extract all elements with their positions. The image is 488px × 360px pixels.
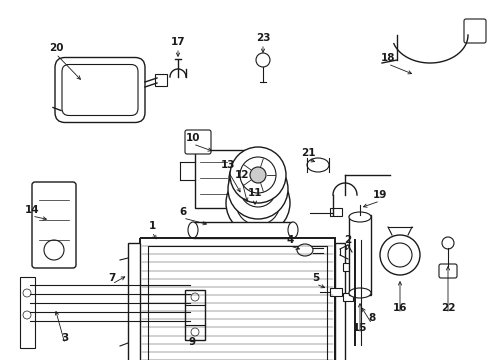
Circle shape: [228, 157, 272, 201]
Circle shape: [23, 289, 31, 297]
Circle shape: [229, 147, 285, 203]
Text: 11: 11: [247, 188, 262, 198]
Ellipse shape: [296, 244, 312, 256]
Bar: [342, 293, 352, 301]
FancyBboxPatch shape: [184, 130, 210, 154]
Bar: [193, 222, 292, 238]
Bar: [342, 263, 352, 271]
Bar: [334, 243, 345, 360]
Text: 2: 2: [344, 235, 351, 245]
Text: 15: 15: [352, 323, 366, 333]
Text: 18: 18: [380, 53, 394, 63]
Circle shape: [240, 157, 275, 193]
Text: 16: 16: [392, 303, 407, 313]
Bar: [195, 150, 266, 208]
Circle shape: [236, 181, 280, 225]
Text: 12: 12: [234, 170, 249, 180]
Circle shape: [244, 173, 257, 185]
Text: 5: 5: [312, 273, 319, 283]
Text: 6: 6: [179, 207, 186, 217]
Bar: [128, 243, 140, 360]
Text: 21: 21: [300, 148, 315, 158]
Ellipse shape: [306, 158, 328, 172]
Circle shape: [237, 165, 264, 193]
Circle shape: [44, 240, 64, 260]
Text: 23: 23: [255, 33, 270, 43]
Text: 3: 3: [61, 333, 68, 343]
Ellipse shape: [187, 222, 198, 238]
Ellipse shape: [287, 222, 297, 238]
Bar: [140, 238, 334, 360]
Circle shape: [441, 237, 453, 249]
Bar: [148, 246, 326, 360]
Text: 8: 8: [367, 313, 375, 323]
Circle shape: [387, 243, 411, 267]
FancyBboxPatch shape: [32, 182, 76, 268]
Bar: [184, 290, 204, 340]
Text: 14: 14: [24, 205, 39, 215]
Text: 13: 13: [220, 160, 235, 170]
FancyBboxPatch shape: [438, 264, 456, 278]
Text: 9: 9: [188, 337, 195, 347]
Text: 22: 22: [440, 303, 454, 313]
FancyBboxPatch shape: [463, 19, 485, 43]
Ellipse shape: [348, 288, 370, 298]
Circle shape: [227, 159, 287, 219]
Circle shape: [23, 311, 31, 319]
Text: 1: 1: [148, 221, 155, 231]
Circle shape: [191, 328, 199, 336]
Ellipse shape: [348, 212, 370, 222]
Circle shape: [249, 167, 265, 183]
Circle shape: [379, 235, 419, 275]
Text: 4: 4: [286, 235, 293, 245]
Text: 7: 7: [108, 273, 116, 283]
Bar: [155, 74, 167, 86]
Bar: [329, 288, 341, 296]
Text: 10: 10: [185, 133, 200, 143]
Circle shape: [240, 171, 275, 207]
Text: 17: 17: [170, 37, 185, 47]
Bar: [20, 277, 35, 348]
Text: 20: 20: [49, 43, 63, 53]
Circle shape: [256, 53, 269, 67]
Circle shape: [191, 293, 199, 301]
Text: 19: 19: [372, 190, 386, 200]
Bar: [329, 208, 341, 216]
Bar: [348, 215, 370, 295]
Circle shape: [225, 171, 289, 235]
